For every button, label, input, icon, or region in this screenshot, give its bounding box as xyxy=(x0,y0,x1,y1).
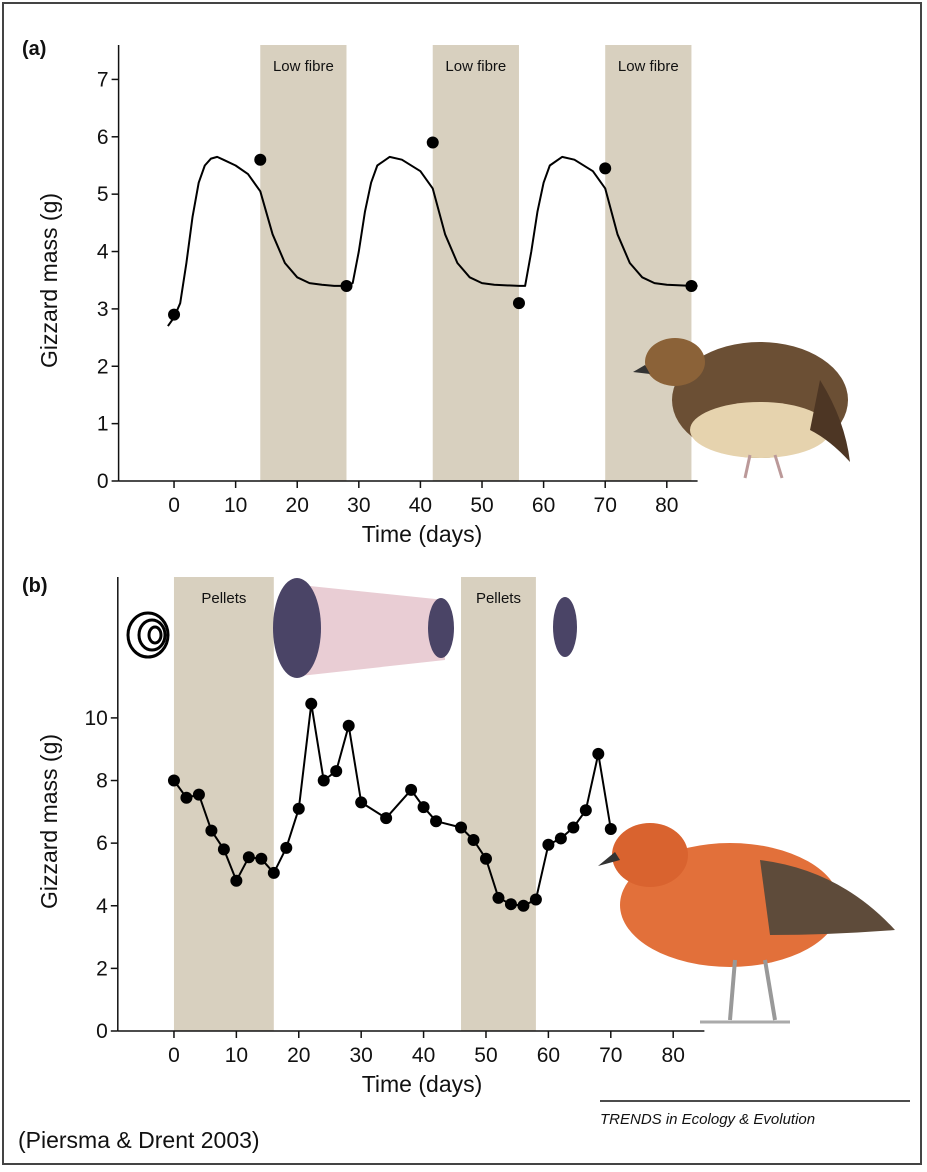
data-point xyxy=(685,280,697,292)
journal-name: TRENDS in Ecology & Evolution xyxy=(600,1111,815,1128)
x-tick-label: 60 xyxy=(532,494,555,517)
y-axis-label: Gizzard mass (g) xyxy=(36,193,62,368)
data-point xyxy=(567,821,579,833)
y-tick-label: 5 xyxy=(97,183,109,206)
x-tick-label: 30 xyxy=(349,1044,372,1067)
region-label: Pellets xyxy=(476,590,521,607)
data-point xyxy=(555,832,567,844)
y-tick-label: 0 xyxy=(97,470,109,493)
x-tick-label: 70 xyxy=(599,1044,622,1067)
data-point xyxy=(280,842,292,854)
y-tick-label: 1 xyxy=(97,413,109,436)
x-tick-label: 50 xyxy=(470,494,493,517)
data-point xyxy=(427,137,439,149)
data-point xyxy=(599,162,611,174)
data-point xyxy=(542,839,554,851)
y-tick-label: 3 xyxy=(97,298,109,321)
x-axis-label: Time (days) xyxy=(362,521,483,547)
x-tick-label: 70 xyxy=(594,494,617,517)
data-point xyxy=(430,815,442,827)
data-point xyxy=(468,834,480,846)
data-point xyxy=(355,796,367,808)
data-point xyxy=(268,867,280,879)
x-tick-label: 30 xyxy=(347,494,370,517)
data-point xyxy=(513,297,525,309)
shaded-region xyxy=(461,577,536,1031)
x-tick-label: 80 xyxy=(662,1044,685,1067)
data-point xyxy=(343,720,355,732)
x-tick-label: 0 xyxy=(168,1044,180,1067)
data-point xyxy=(517,900,529,912)
data-point xyxy=(530,893,542,905)
x-tick-label: 10 xyxy=(224,494,247,517)
data-point xyxy=(254,154,266,166)
data-point xyxy=(605,823,617,835)
shaded-region xyxy=(174,577,274,1031)
data-point xyxy=(255,853,267,865)
x-axis-label: Time (days) xyxy=(362,1071,483,1097)
y-axis-label: Gizzard mass (g) xyxy=(36,734,62,909)
x-tick-label: 40 xyxy=(409,494,432,517)
data-point xyxy=(193,789,205,801)
data-point xyxy=(592,748,604,760)
y-tick-label: 10 xyxy=(84,707,107,730)
data-point xyxy=(480,853,492,865)
data-point xyxy=(293,803,305,815)
x-tick-label: 80 xyxy=(655,494,678,517)
data-point xyxy=(243,851,255,863)
region-label: Low fibre xyxy=(618,58,679,75)
data-point xyxy=(230,875,242,887)
y-tick-label: 4 xyxy=(96,895,108,918)
data-point xyxy=(218,843,230,855)
y-tick-label: 6 xyxy=(97,126,109,149)
x-tick-label: 60 xyxy=(537,1044,560,1067)
data-point xyxy=(380,812,392,824)
data-point xyxy=(330,765,342,777)
panel-label: (b) xyxy=(22,575,48,597)
x-tick-label: 20 xyxy=(286,494,309,517)
panel-label: (a) xyxy=(22,38,46,60)
figure: (Piersma & Drent 2003) TRENDS in Ecology… xyxy=(0,0,927,1167)
x-tick-label: 0 xyxy=(168,494,180,517)
data-point xyxy=(205,825,217,837)
y-tick-label: 7 xyxy=(97,68,109,91)
y-tick-label: 2 xyxy=(96,957,108,980)
data-point xyxy=(168,309,180,321)
x-tick-label: 10 xyxy=(225,1044,248,1067)
data-point xyxy=(418,801,430,813)
x-tick-label: 20 xyxy=(287,1044,310,1067)
region-label: Low fibre xyxy=(445,58,506,75)
data-point xyxy=(318,775,330,787)
region-label: Low fibre xyxy=(273,58,334,75)
x-tick-label: 50 xyxy=(474,1044,497,1067)
y-tick-label: 8 xyxy=(96,770,108,793)
data-point xyxy=(580,804,592,816)
data-point xyxy=(405,784,417,796)
source-citation: (Piersma & Drent 2003) xyxy=(18,1127,260,1153)
y-tick-label: 6 xyxy=(96,832,108,855)
region-label: Pellets xyxy=(201,590,246,607)
data-point xyxy=(341,280,353,292)
y-tick-label: 0 xyxy=(96,1020,108,1043)
data-point xyxy=(492,892,504,904)
data-point xyxy=(180,792,192,804)
shaded-region xyxy=(433,45,519,481)
data-point xyxy=(505,898,517,910)
data-point xyxy=(455,821,467,833)
y-tick-label: 2 xyxy=(97,355,109,378)
x-tick-label: 40 xyxy=(412,1044,435,1067)
data-point xyxy=(168,775,180,787)
shaded-region xyxy=(260,45,346,481)
data-point xyxy=(305,698,317,710)
y-tick-label: 4 xyxy=(97,241,109,264)
